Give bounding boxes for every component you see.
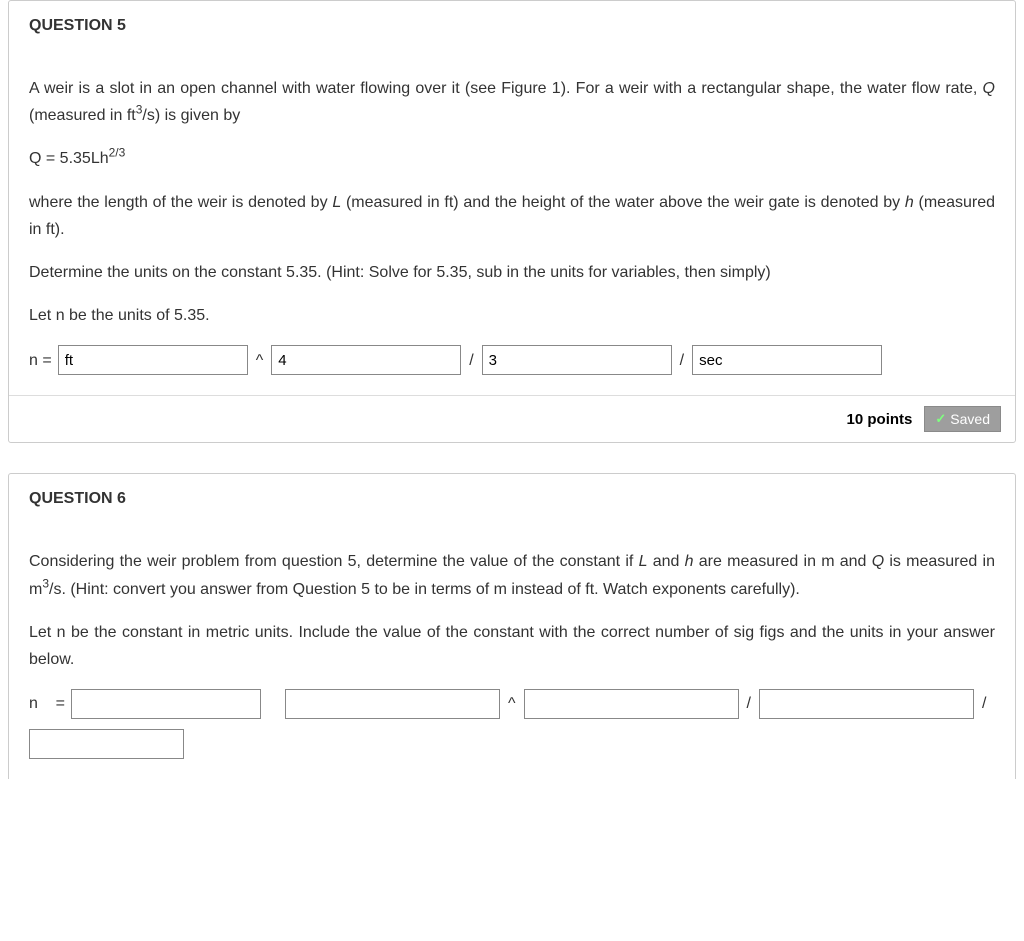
- question-5-card: QUESTION 5 A weir is a slot in an open c…: [8, 0, 1016, 443]
- q5-paragraph-3: Determine the units on the constant 5.35…: [29, 259, 995, 286]
- q6-input-5[interactable]: [29, 729, 184, 759]
- q6-p1-f: /s. (Hint: convert you answer from Quest…: [49, 581, 800, 598]
- q5-qvar: Q: [983, 80, 995, 97]
- q6-answer-row-2: [29, 729, 995, 759]
- q6-answer-row-1: n = ^ / /: [29, 689, 995, 719]
- q5-p2-a: where the length of the weir is denoted …: [29, 194, 332, 211]
- q5-formula-base: Q = 5.35Lh: [29, 150, 109, 167]
- q6-p1-c: and: [647, 553, 684, 570]
- q6-op-caret: ^: [506, 690, 518, 717]
- q5-op-caret: ^: [254, 347, 266, 374]
- question-5-inner: QUESTION 5 A weir is a slot in an open c…: [9, 1, 1015, 395]
- q5-input-2[interactable]: [271, 345, 461, 375]
- q6-input-2[interactable]: [285, 689, 500, 719]
- q6-input-3[interactable]: [524, 689, 739, 719]
- q5-input-1[interactable]: [58, 345, 248, 375]
- q5-footer: 10 points ✓ Saved: [9, 395, 1015, 442]
- q5-paragraph-2: where the length of the weir is denoted …: [29, 189, 995, 243]
- q6-op-slash-1: /: [745, 690, 753, 717]
- q5-saved-badge: ✓ Saved: [924, 406, 1001, 432]
- q5-formula-sup: 2/3: [109, 146, 126, 160]
- q6-p1-b: etermine the value of the constant if: [375, 553, 638, 570]
- q6-n-equals-label: n =: [29, 690, 65, 717]
- q6-p1-d: are measured in m and: [694, 553, 872, 570]
- q5-paragraph-1: A weir is a slot in an open channel with…: [29, 75, 995, 129]
- q6-paragraph-1: Considering the weir problem from questi…: [29, 548, 995, 602]
- check-icon: ✓: [935, 411, 946, 427]
- q6-sup3: 3: [42, 576, 49, 590]
- q5-input-3[interactable]: [482, 345, 672, 375]
- q5-input-4[interactable]: [692, 345, 882, 375]
- q5-p1-text-a: A weir is a slot in an open channel with…: [29, 80, 983, 97]
- q6-hvar: h: [685, 553, 694, 570]
- q5-n-equals-label: n =: [29, 347, 52, 374]
- q6-p1-a: Considering the weir problem from questi…: [29, 553, 375, 570]
- q5-op-slash-1: /: [467, 347, 475, 374]
- q6-input-4[interactable]: [759, 689, 974, 719]
- q5-p1-text-c: /s) is given by: [142, 107, 240, 124]
- question-5-body: A weir is a slot in an open channel with…: [29, 75, 995, 375]
- q5-paragraph-4: Let n be the units of 5.35.: [29, 302, 995, 329]
- question-6-inner: QUESTION 6 Considering the weir problem …: [9, 474, 1015, 779]
- q5-formula: Q = 5.35Lh2/3: [29, 145, 995, 172]
- question-5-title: QUESTION 5: [29, 17, 995, 35]
- q5-answer-row: n = ^ / /: [29, 345, 995, 375]
- q5-hvar: h: [905, 194, 914, 211]
- question-6-title: QUESTION 6: [29, 490, 995, 508]
- q5-points: 10 points: [847, 411, 913, 428]
- q6-paragraph-2: Let n be the constant in metric units. I…: [29, 619, 995, 673]
- q5-op-slash-2: /: [678, 347, 686, 374]
- q6-qvar: Q: [872, 553, 884, 570]
- question-6-card: QUESTION 6 Considering the weir problem …: [8, 473, 1016, 779]
- q5-p2-b: (measured in ft) and the height of the w…: [341, 194, 905, 211]
- q5-lvar: L: [332, 194, 341, 211]
- q5-saved-text: Saved: [950, 411, 990, 427]
- q6-op-slash-2: /: [980, 690, 988, 717]
- question-6-body: Considering the weir problem from questi…: [29, 548, 995, 759]
- q6-input-1[interactable]: [71, 689, 261, 719]
- q5-p1-text-b: (measured in ft: [29, 107, 136, 124]
